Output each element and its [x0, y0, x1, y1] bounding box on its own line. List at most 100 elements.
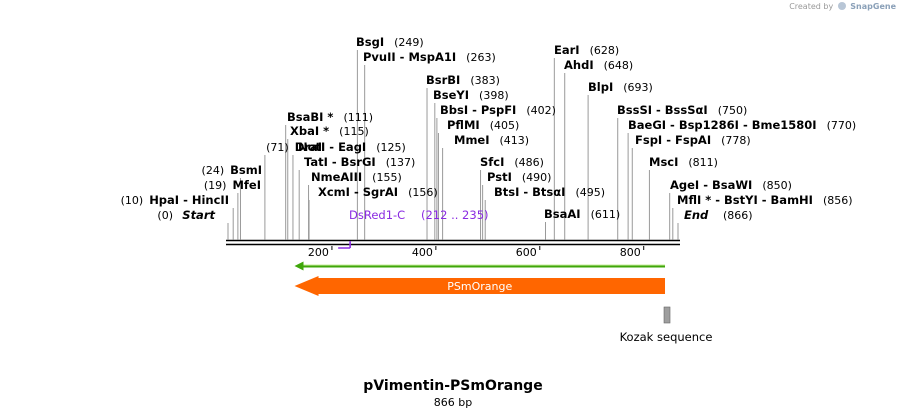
snapgene-credit: Created by SnapGene	[789, 2, 896, 11]
site-eari: EarI (628)	[554, 43, 619, 57]
site-name: BsaBI *	[287, 110, 333, 124]
site-xcmi-sgrai: XcmI - SgrAI (156)	[318, 185, 438, 199]
site-bsssi-bsss-i: BssSI - BssSαI (750)	[617, 103, 747, 117]
site-position: (249)	[394, 36, 424, 49]
site-position: (402)	[526, 104, 556, 117]
site-name: NotI - EagI	[298, 140, 366, 154]
site-position: (495)	[575, 186, 605, 199]
credit-brand: SnapGene	[850, 2, 896, 11]
site-xbai: XbaI * (115)	[290, 124, 369, 138]
site-name: BssSI - BssSαI	[617, 103, 708, 117]
site-tati-bsrgi: TatI - BsrGI (137)	[304, 155, 415, 169]
site-name: PflMI	[447, 118, 480, 132]
site-mfli-bstyi-bamhi: MflI * - BstYI - BamHI (856)	[677, 193, 853, 207]
site-bsmi: BsmI (24)	[202, 163, 262, 177]
site-name: MscI	[649, 155, 678, 169]
site-name: MflI * - BstYI - BamHI	[677, 193, 813, 207]
start-position: (0)	[157, 209, 173, 222]
site-psti: PstI (490)	[487, 170, 551, 184]
site-mfei: MfeI (19)	[204, 178, 261, 192]
site-position: (413)	[500, 134, 530, 147]
site-ahdi: AhdI (648)	[564, 58, 633, 72]
site-bsabi: BsaBI * (111)	[287, 110, 373, 124]
site-mmei: MmeI (413)	[454, 133, 529, 147]
site-position: (850)	[762, 179, 792, 192]
site-position: (856)	[823, 194, 853, 207]
site-bseyi: BseYI (398)	[433, 88, 509, 102]
site-position: (490)	[522, 171, 552, 184]
site-name: HpaI - HincII	[149, 193, 229, 207]
site-nmeaiii: NmeAIII (155)	[311, 170, 402, 184]
tick-label: 400	[412, 246, 433, 259]
site-name: BaeGI - Bsp1286I - Bme1580I	[628, 118, 817, 132]
site-hpai-hincii: HpaI - HincII (10)	[121, 193, 229, 207]
orf-arrowhead	[294, 261, 304, 271]
tick-label: 600	[516, 246, 537, 259]
credit-prefix: Created by	[789, 2, 834, 11]
site-position: (811)	[688, 156, 718, 169]
site-position: (383)	[470, 74, 500, 87]
site-name: MfeI	[232, 178, 261, 192]
site-position: (778)	[721, 134, 751, 147]
site-drai: DraI (71)	[266, 140, 322, 154]
site-position: (155)	[372, 171, 402, 184]
backbone	[226, 239, 680, 246]
site-name: MmeI	[454, 133, 490, 147]
site-name: XcmI - SgrAI	[318, 185, 398, 199]
site-btsi-bts-i: BtsI - BtsαI (495)	[494, 185, 605, 199]
primer-range: (212 .. 235)	[421, 208, 489, 222]
site-position: (19)	[204, 179, 227, 192]
site-name: NmeAIII	[311, 170, 362, 184]
kozak-feature: Kozak sequence	[620, 306, 713, 344]
site-bbsi-pspfi: BbsI - PspFI (402)	[440, 103, 556, 117]
ruler-ticks: 200 400 600 800	[308, 246, 645, 259]
site-name: BsmI	[230, 163, 262, 177]
psmorange-label: PSmOrange	[447, 280, 512, 293]
site-position: (111)	[343, 111, 373, 124]
site-position: (750)	[718, 104, 748, 117]
site-position: (486)	[514, 156, 544, 169]
site-name: BsrBI	[426, 73, 460, 87]
site-name: XbaI *	[290, 124, 329, 138]
site-labels: (0) Start End (866) HpaI - HincII (10) MfeI (19…	[121, 35, 857, 222]
end-position: (866)	[723, 209, 753, 222]
site-name: BtsI - BtsαI	[494, 185, 565, 199]
site-name: PvuII - MspA1I	[363, 50, 456, 64]
site-position: (770)	[827, 119, 857, 132]
tick-label: 800	[620, 246, 641, 259]
primer-annotation: DsRed1-C (212 .. 235)	[338, 208, 489, 249]
site-position: (263)	[466, 51, 496, 64]
site-pvuii-mspa1i: PvuII - MspA1I (263)	[363, 50, 496, 64]
primer-arrow	[338, 241, 351, 249]
site-name: EarI	[554, 43, 580, 57]
site-name: SfcI	[480, 155, 504, 169]
psmorange-arrow	[294, 276, 666, 296]
psmorange-feature: PSmOrange	[294, 276, 666, 296]
site-bsgi: BsgI (249)	[356, 35, 424, 49]
site-name: AhdI	[564, 58, 594, 72]
kozak-label: Kozak sequence	[620, 330, 713, 344]
tick-label: 200	[308, 246, 329, 259]
kozak-box	[663, 306, 671, 324]
site-position: (611)	[591, 208, 621, 221]
site-connectors	[227, 50, 679, 240]
site-position: (137)	[386, 156, 416, 169]
site-position: (10)	[121, 194, 144, 207]
site-sfci: SfcI (486)	[480, 155, 544, 169]
site-position: (156)	[408, 186, 438, 199]
end-label: End	[684, 208, 709, 222]
site-position: (71)	[266, 141, 289, 154]
site-pflmi: PflMI (405)	[447, 118, 519, 132]
site-name: DraI	[295, 140, 322, 154]
site-name: BlpI	[588, 80, 613, 94]
site-position: (398)	[479, 89, 509, 102]
site-name: BsgI	[356, 35, 384, 49]
site-name: BbsI - PspFI	[440, 103, 516, 117]
site-bsrbi: BsrBI (383)	[426, 73, 500, 87]
site-position: (628)	[590, 44, 620, 57]
site-name: FspI - FspAI	[635, 133, 711, 147]
site-baegi-bsp1286i-bme1580i: BaeGI - Bsp1286I - Bme1580I (770)	[628, 118, 856, 132]
primer-name: DsRed1-C	[349, 208, 405, 222]
orf-arrow	[294, 261, 666, 271]
